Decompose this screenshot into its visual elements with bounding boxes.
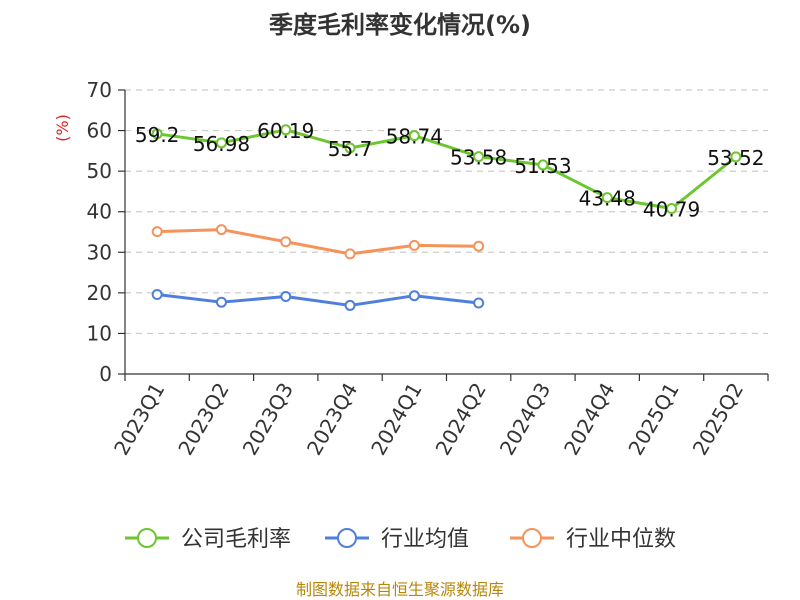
data-label: 53.52 — [707, 146, 764, 170]
series-layer — [151, 124, 742, 311]
y-tick-label: 10 — [87, 321, 112, 345]
legend-circle-icon — [337, 528, 357, 548]
data-label: 43.48 — [579, 187, 636, 211]
series-line-1 — [156, 292, 479, 307]
x-tick-label: 2023Q1 — [109, 379, 169, 460]
series-point-1 — [408, 290, 420, 302]
x-tick-label: 2023Q2 — [173, 379, 233, 460]
data-label: 58.74 — [386, 125, 443, 149]
legend-label: 行业均值 — [381, 527, 469, 552]
legend-label: 行业中位数 — [566, 527, 676, 552]
series-point-0 — [151, 128, 163, 140]
data-label: 40.79 — [643, 198, 700, 222]
series-point-2 — [473, 240, 485, 252]
series-point-2 — [408, 239, 420, 251]
series-point-0 — [601, 192, 613, 204]
data-label: 59.2 — [135, 123, 180, 147]
data-label: 51.53 — [514, 154, 571, 178]
series-point-0 — [408, 130, 420, 142]
y-tick-label: 30 — [87, 240, 112, 264]
series-point-1 — [215, 296, 227, 308]
series-point-2 — [280, 236, 292, 248]
legend-item-2[interactable]: 行业中位数 — [510, 527, 676, 552]
data-label: 60.19 — [257, 119, 314, 143]
series-point-2 — [215, 224, 227, 236]
series-point-1 — [280, 291, 292, 303]
legend-item-1[interactable]: 行业均值 — [325, 527, 469, 552]
series-point-0 — [537, 159, 549, 171]
data-label: 55.7 — [328, 137, 373, 161]
series-point-1 — [151, 288, 163, 300]
series-point-1 — [473, 297, 485, 309]
y-tick-label: 20 — [87, 281, 112, 305]
series-line-0 — [156, 128, 737, 211]
series-point-0 — [730, 151, 742, 163]
series-point-0 — [666, 203, 678, 215]
legend-item-0[interactable]: 公司毛利率 — [125, 527, 291, 552]
x-tick-label: 2025Q1 — [623, 379, 683, 460]
y-tick-label: 50 — [87, 159, 112, 183]
x-tick-label: 2023Q4 — [302, 379, 362, 460]
x-tick-label: 2023Q3 — [238, 379, 298, 460]
series-point-0 — [215, 137, 227, 149]
y-tick-label: 40 — [87, 200, 112, 224]
data-label: 53.58 — [450, 146, 507, 170]
series-line-2 — [157, 228, 479, 256]
series-point-2 — [151, 226, 163, 238]
y-tick-label: 0 — [99, 362, 112, 386]
axes — [124, 90, 769, 381]
series-point-0 — [344, 142, 356, 154]
legend[interactable]: 公司毛利率 行业均值 行业中位数 — [125, 527, 676, 552]
x-tick-label: 2024Q4 — [559, 379, 619, 460]
series-point-2 — [344, 248, 356, 260]
series-point-1 — [344, 299, 356, 311]
x-tick-label: 2025Q2 — [688, 379, 748, 460]
legend-label: 公司毛利率 — [181, 527, 291, 552]
data-label: 56.98 — [193, 132, 250, 156]
legend-circle-icon — [522, 528, 542, 548]
x-axis-ticks: 2023Q1 2023Q2 2023Q3 2023Q4 2024Q1 2024Q2 2024… — [109, 379, 748, 460]
grid-lines — [125, 89, 768, 335]
source-note: 制图数据来自恒生聚源数据库 — [296, 580, 504, 599]
chart-title: 季度毛利率变化情况(%) — [269, 11, 531, 39]
legend-circle-icon — [137, 528, 157, 548]
series-point-0 — [280, 124, 292, 136]
y-tick-label: 60 — [87, 119, 112, 143]
y-tick-label: 70 — [87, 78, 112, 102]
y-axis-unit: (%) — [53, 114, 72, 142]
series-point-0 — [473, 151, 485, 163]
y-axis-ticks: 0 10 20 30 40 50 60 70 — [87, 78, 125, 386]
x-tick-label: 2024Q3 — [495, 379, 555, 460]
x-tick-label: 2024Q1 — [366, 379, 426, 460]
x-tick-label: 2024Q2 — [431, 379, 491, 460]
data-labels: 59.2 56.98 60.19 55.7 58.74 53.58 51.53 43.48 40… — [135, 119, 765, 222]
